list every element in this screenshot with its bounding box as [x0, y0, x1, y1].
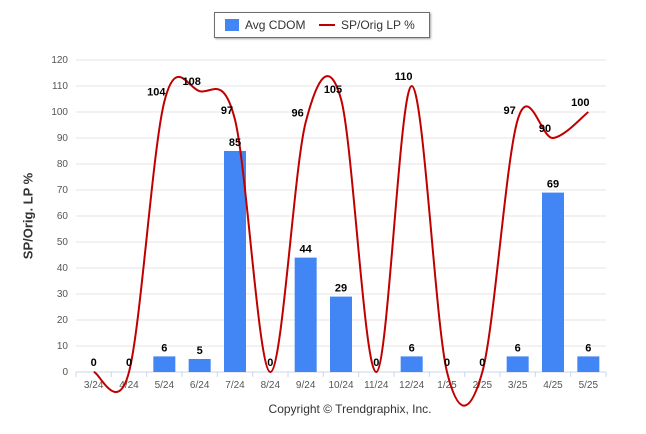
legend-label-avg-cdom: Avg CDOM — [245, 18, 306, 32]
x-tick-label: 9/24 — [296, 380, 316, 391]
x-tick-label: 5/25 — [579, 380, 599, 391]
y-tick-label: 50 — [57, 237, 69, 248]
bar-data-label: 6 — [585, 342, 591, 354]
bar — [294, 257, 317, 372]
x-tick-label: 3/24 — [84, 380, 104, 391]
y-tick-label: 20 — [57, 315, 69, 326]
y-tick-label: 80 — [57, 159, 69, 170]
line-data-label: 0 — [479, 357, 485, 369]
line-data-label: 105 — [324, 84, 342, 96]
y-tick-label: 70 — [57, 185, 69, 196]
series-line-sp-orig-lp — [93, 75, 589, 407]
line-data-label: 96 — [292, 107, 304, 119]
bar — [224, 151, 246, 372]
y-tick-label: 100 — [51, 107, 68, 118]
x-tick-label: 5/24 — [155, 380, 175, 391]
bar-data-label: 6 — [515, 342, 521, 354]
bar — [577, 356, 600, 372]
line-data-label: 0 — [91, 357, 97, 369]
line-data-label: 0 — [373, 357, 379, 369]
x-tick-label: 10/24 — [328, 380, 353, 391]
y-tick-label: 0 — [62, 367, 68, 378]
y-tick-label: 120 — [51, 55, 68, 66]
line-data-label: 90 — [539, 123, 551, 135]
bar-data-label: 44 — [300, 244, 313, 256]
x-tick-label: 3/25 — [508, 380, 528, 391]
line-data-label: 100 — [571, 97, 589, 109]
legend: Avg CDOM SP/Orig LP % — [214, 12, 430, 38]
x-tick-label: 11/24 — [364, 380, 389, 391]
x-tick-label: 6/24 — [190, 380, 210, 391]
line-data-label: 97 — [221, 105, 233, 117]
y-tick-label: 30 — [57, 289, 69, 300]
bar-data-label: 85 — [229, 137, 241, 149]
x-tick-label: 12/24 — [399, 380, 424, 391]
bar-data-label: 6 — [409, 342, 415, 354]
bar — [542, 192, 564, 372]
x-tick-label: 1/25 — [437, 380, 457, 391]
x-tick-label: 2/25 — [473, 380, 493, 391]
y-tick-label: 90 — [57, 133, 69, 144]
bar — [506, 356, 529, 372]
bar — [330, 296, 352, 372]
legend-label-sp-orig-lp: SP/Orig LP % — [341, 18, 415, 32]
bar-data-label: 6 — [161, 342, 167, 354]
x-tick-label: 4/24 — [119, 380, 139, 391]
x-tick-label: 7/24 — [225, 380, 245, 391]
x-tick-label: 8/24 — [261, 380, 281, 391]
bar — [153, 356, 176, 372]
y-tick-label: 40 — [57, 263, 69, 274]
line-data-label: 97 — [504, 105, 516, 117]
bar — [188, 359, 211, 372]
line-swatch-icon — [319, 24, 335, 26]
line-data-label: 108 — [182, 76, 200, 88]
legend-item-sp-orig-lp[interactable]: SP/Orig LP % — [319, 18, 415, 32]
copyright-text: Copyright © Trendgraphix, Inc. — [268, 402, 432, 416]
bar-swatch-icon — [225, 19, 239, 31]
line-data-label: 0 — [126, 357, 132, 369]
y-tick-label: 110 — [52, 81, 68, 92]
legend-item-avg-cdom[interactable]: Avg CDOM — [225, 18, 305, 32]
line-data-label: 0 — [267, 357, 273, 369]
bar-data-label: 29 — [335, 283, 347, 295]
line-data-label: 110 — [395, 71, 413, 83]
line-data-label: 0 — [444, 357, 450, 369]
bar — [400, 356, 423, 372]
bar-data-label: 5 — [197, 345, 203, 357]
y-tick-label: 60 — [57, 211, 69, 222]
x-tick-label: 4/25 — [543, 380, 563, 391]
line-data-label: 104 — [147, 87, 166, 99]
y-tick-label: 10 — [57, 341, 69, 352]
bar-data-label: 69 — [547, 179, 559, 191]
